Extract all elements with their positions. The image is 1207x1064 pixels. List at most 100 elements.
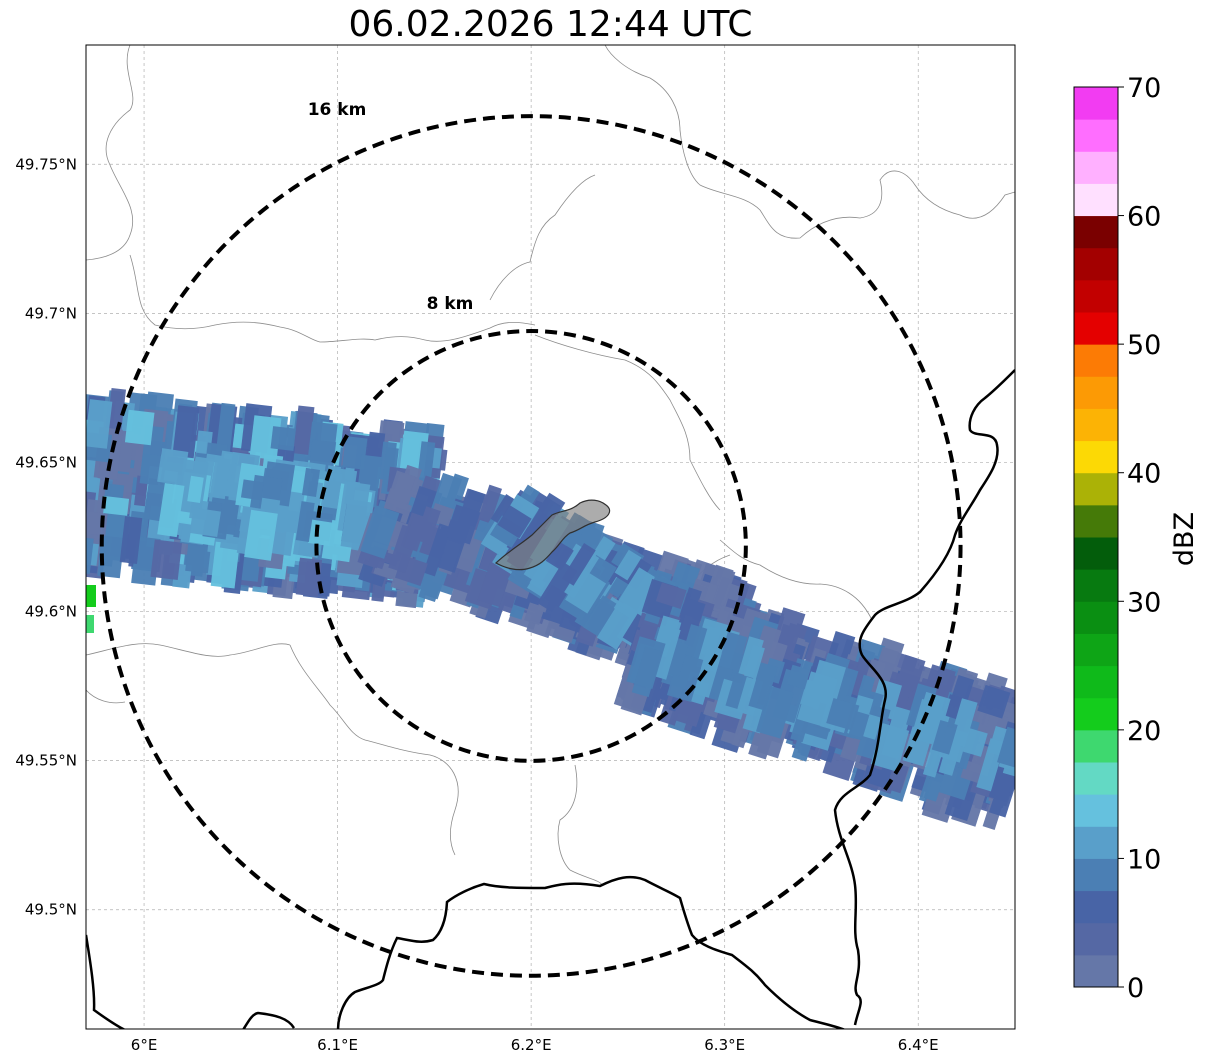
echo-cell xyxy=(826,698,860,731)
colorbar-segment xyxy=(1074,794,1118,827)
colorbar-tick-label: 20 xyxy=(1127,716,1161,747)
echo-cell xyxy=(295,501,315,542)
echo-cell xyxy=(210,541,240,589)
colorbar-segment xyxy=(1074,151,1118,184)
map-title: 06.02.2026 12:44 UTC xyxy=(348,4,753,45)
echo-cell xyxy=(613,567,661,622)
echo-cell xyxy=(216,402,236,453)
echo-cell xyxy=(497,505,532,539)
range-ring-16km xyxy=(99,114,963,978)
echo-cell xyxy=(86,585,96,607)
urban-area-shape xyxy=(494,499,611,571)
colorbar-segment xyxy=(1074,922,1118,956)
national-borders xyxy=(86,369,1015,1029)
colorbar-segment xyxy=(1074,183,1118,217)
colorbar-segment xyxy=(1074,472,1118,506)
lat-tick-label: 49.7°N xyxy=(25,304,77,322)
ring-label-16km: 16 km xyxy=(308,100,367,120)
lat-tick-label: 49.6°N xyxy=(25,603,77,621)
plot-frame xyxy=(85,44,1016,1030)
echo-cell xyxy=(172,405,200,459)
colorbar-segment xyxy=(1074,697,1118,731)
colorbar-tick-label: 60 xyxy=(1127,202,1161,233)
colorbar-label: dBZ xyxy=(1169,512,1200,566)
echo-cell xyxy=(301,467,321,497)
colorbar-tick-label: 50 xyxy=(1127,330,1161,361)
echo-cell xyxy=(938,738,963,776)
echo-cell xyxy=(106,387,127,432)
colorbar-frame xyxy=(1073,86,1119,988)
echo-cell xyxy=(786,664,811,690)
colorbar-tick-label: 40 xyxy=(1127,459,1161,490)
echo-cell xyxy=(674,598,706,643)
echo-cell xyxy=(86,457,100,492)
echo-cell xyxy=(360,505,400,559)
colorbar-segment xyxy=(1074,119,1118,152)
echo-cell xyxy=(526,558,563,599)
lon-tick-label: 6.2°E xyxy=(511,1036,552,1054)
colorbar-segment xyxy=(1074,601,1118,634)
colorbar-segment xyxy=(1074,279,1118,313)
echo-cell xyxy=(614,549,642,581)
radar-echoes xyxy=(86,387,1015,831)
colorbar-tick-label: 70 xyxy=(1127,73,1161,104)
echo-cell xyxy=(848,710,870,740)
colorbar-segment xyxy=(1074,440,1118,474)
echo-cell xyxy=(977,684,1011,719)
lat-tick-label: 49.65°N xyxy=(15,453,77,471)
echo-cell xyxy=(710,568,736,613)
ring-label-8km: 8 km xyxy=(427,294,474,314)
colorbar-segment xyxy=(1074,344,1118,377)
echo-cell xyxy=(308,519,333,547)
echo-cell xyxy=(403,515,428,552)
colorbar-segment xyxy=(1074,665,1118,699)
echo-cell xyxy=(86,399,113,449)
echo-cell xyxy=(244,509,278,561)
echo-cell xyxy=(86,615,94,633)
admin-boundaries xyxy=(86,45,1015,886)
colorbar-segment xyxy=(1074,826,1118,859)
colorbar-segment xyxy=(1074,890,1118,924)
colorbar-segment xyxy=(1074,312,1118,345)
echo-cell xyxy=(139,453,162,486)
echo-cell xyxy=(615,552,652,590)
colorbar-segment xyxy=(1074,954,1118,988)
lat-tick-label: 49.5°N xyxy=(25,901,77,919)
echo-cell xyxy=(423,523,452,577)
colorbar-segment xyxy=(1074,729,1118,763)
range-ring-8km xyxy=(314,329,748,763)
colorbar-tick-label: 10 xyxy=(1127,844,1161,875)
echo-cell xyxy=(631,646,663,698)
lon-tick-label: 6.1°E xyxy=(317,1036,358,1054)
echo-cell xyxy=(655,582,687,610)
echo-cell xyxy=(997,726,1015,768)
echo-cell xyxy=(962,728,988,757)
echo-cell xyxy=(561,543,596,586)
echo-cell xyxy=(86,511,108,536)
colorbar-segment xyxy=(1074,858,1118,892)
colorbar-segment xyxy=(1074,537,1118,570)
colorbar-segment xyxy=(1074,87,1118,120)
echo-cell xyxy=(748,662,778,711)
echo-cell xyxy=(923,771,945,802)
echo-cell xyxy=(870,723,910,772)
colorbar-segment xyxy=(1074,569,1118,602)
lon-tick-label: 6.4°E xyxy=(898,1036,939,1054)
colorbar-ticks: 0 10 20 30 40 50 60 70 xyxy=(1118,73,1161,1004)
latitude-labels: 49.5°N 49.55°N 49.6°N 49.65°N 49.7°N 49.75°N xyxy=(15,155,77,918)
echo-cell xyxy=(240,479,264,501)
lon-tick-label: 6°E xyxy=(131,1036,158,1054)
echo-cell xyxy=(157,448,189,486)
echo-cell xyxy=(524,602,545,625)
echo-cell xyxy=(189,507,221,537)
echo-cell xyxy=(295,557,323,597)
longitude-labels: 6°E 6.1°E 6.2°E 6.3°E 6.4°E xyxy=(131,1036,939,1054)
colorbar-segment xyxy=(1074,762,1118,795)
echo-cell xyxy=(320,471,343,509)
colorbar-segment xyxy=(1074,504,1118,538)
colorbar-segment xyxy=(1074,376,1118,409)
echo-cell xyxy=(976,738,1006,792)
echo-cell xyxy=(920,693,946,730)
colorbar-segment xyxy=(1074,215,1118,249)
